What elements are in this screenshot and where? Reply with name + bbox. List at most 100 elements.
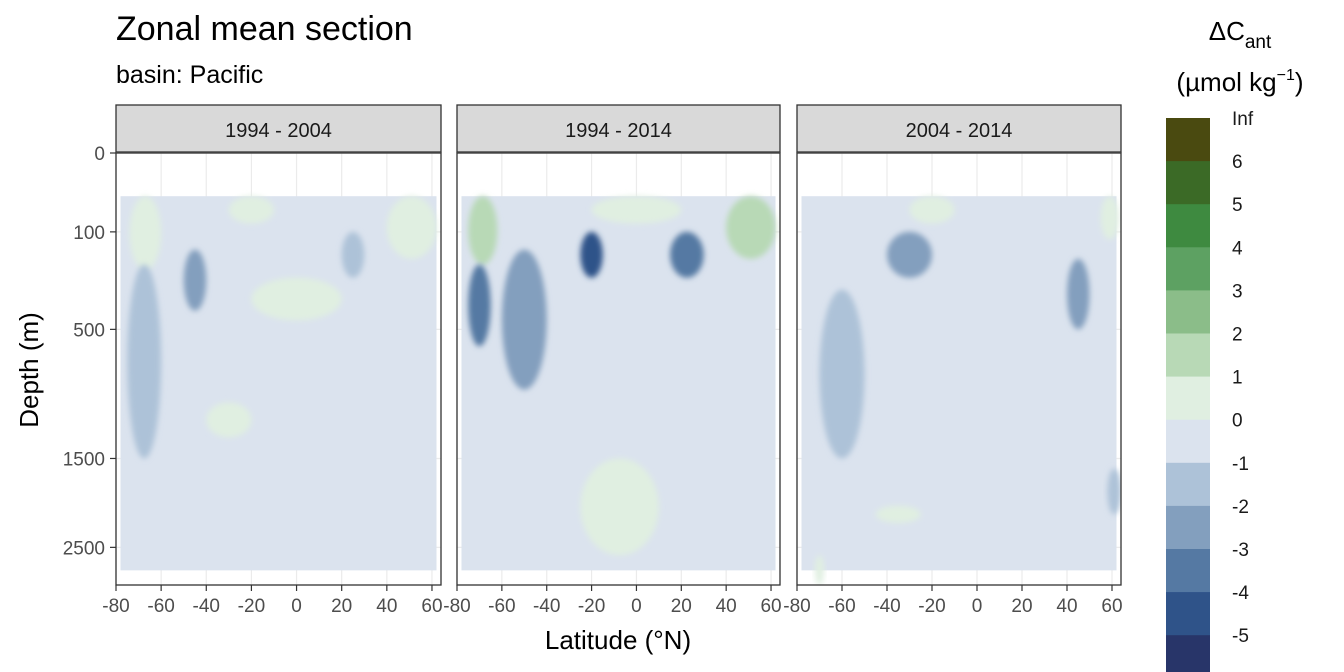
contour-field — [801, 196, 1121, 585]
legend-color-key — [1166, 333, 1210, 378]
chart-title: Zonal mean section — [116, 10, 413, 48]
facet-strip-label: 2004 - 2014 — [906, 120, 1013, 142]
legend-color-key — [1166, 635, 1210, 672]
facet-strip — [796, 104, 1122, 153]
legend-title-units-text: (µmol kg — [1176, 67, 1276, 97]
x-tick-label: -60 — [488, 596, 515, 617]
contour-blob-negative — [1107, 468, 1121, 515]
legend-color-key — [1166, 462, 1210, 507]
legend-color-key — [1166, 247, 1210, 291]
y-tick-label: 100 — [73, 223, 105, 244]
legend-title-close: ) — [1295, 67, 1304, 97]
contour-blob-negative — [468, 264, 491, 347]
contour-blob-positive — [1100, 196, 1119, 240]
legend-title-units: (µmol kg−1) — [1176, 67, 1303, 97]
y-tick-label: 2500 — [63, 538, 105, 559]
panel-border — [115, 152, 442, 586]
contour-blob-positive — [129, 196, 162, 270]
x-tick-label: 40 — [376, 596, 397, 617]
y-tick-label: 500 — [73, 320, 105, 341]
contour-blob-negative — [183, 249, 207, 311]
legend-break-label: -1 — [1232, 454, 1249, 475]
facet-strip — [456, 104, 781, 153]
legend-color-key — [1166, 376, 1210, 421]
legend-color-key — [1166, 505, 1210, 550]
contour-field — [120, 196, 437, 571]
x-tick-label: -40 — [533, 596, 560, 617]
x-tick-label: 0 — [972, 596, 983, 617]
y-axis-title: Depth (m) — [14, 312, 44, 428]
facet-strip — [115, 104, 442, 153]
contour-blob-positive — [909, 196, 955, 224]
legend-break-label: 0 — [1232, 411, 1243, 432]
x-tick-label: 60 — [1101, 596, 1122, 617]
chart-subtitle: basin: Pacific — [116, 61, 263, 89]
x-tick-label: 0 — [631, 596, 642, 617]
contour-blob-negative — [501, 249, 547, 390]
contour-blob-positive — [386, 196, 437, 259]
color-legend: ΔCant (µmol kg−1) Inf 6 5 4 3 2 1 0 -1 -2 -3 -4 -5 — [1166, 16, 1304, 672]
contour-blob-negative — [887, 231, 932, 278]
x-tick-label: 20 — [671, 596, 692, 617]
legend-color-key — [1166, 161, 1210, 205]
contour-blob-negative — [580, 231, 603, 278]
y-axis: 0 100 500 1500 2500 — [63, 144, 116, 559]
x-tick-label: 60 — [421, 596, 442, 617]
contour-blob-negative — [127, 264, 162, 459]
contour-blob-positive — [815, 555, 824, 585]
legend-break-label: 3 — [1232, 281, 1243, 302]
contour-blob-positive — [206, 402, 252, 438]
contour-base — [120, 196, 437, 571]
x-tick-label: 20 — [1011, 596, 1032, 617]
contour-blob-positive — [468, 196, 498, 265]
legend-break-label: 1 — [1232, 368, 1243, 389]
x-tick-label: -80 — [783, 596, 810, 617]
contour-blob-positive — [251, 277, 342, 321]
panel-border — [796, 152, 1122, 586]
x-tick-label: 20 — [331, 596, 352, 617]
x-tick-label: -80 — [102, 596, 129, 617]
legend-break-label: 5 — [1232, 195, 1243, 216]
contour-blob-positive — [591, 196, 682, 224]
contour-blob-negative — [670, 231, 704, 278]
x-tick-label: -20 — [238, 596, 265, 617]
x-axis-title: Latitude (°N) — [545, 625, 691, 655]
legend-color-key — [1166, 204, 1210, 248]
legend-break-label: -3 — [1232, 540, 1249, 561]
legend-break-label: Inf — [1232, 109, 1254, 130]
contour-blob-positive — [875, 505, 921, 523]
contour-blob-positive — [580, 458, 659, 556]
legend-color-key — [1166, 592, 1210, 636]
facet-strip-label: 1994 - 2014 — [565, 120, 672, 142]
legend-color-key — [1166, 419, 1210, 464]
contour-blob-positive — [726, 196, 776, 259]
legend-break-label: -5 — [1232, 626, 1249, 647]
legend-color-key — [1166, 290, 1210, 334]
x-tick-label: -60 — [828, 596, 855, 617]
contour-blob-negative — [819, 289, 865, 459]
legend-color-key — [1166, 549, 1210, 593]
panel-border — [456, 152, 781, 586]
contour-blob-negative — [341, 231, 365, 278]
y-tick-label: 1500 — [63, 449, 105, 470]
x-tick-label: 40 — [716, 596, 737, 617]
facet-panel: 1994 - 2014 -80 -60 -40 -20 0 20 40 60 — [443, 104, 782, 617]
x-tick-label: -80 — [443, 596, 470, 617]
legend-title-main: ΔCant — [1209, 16, 1272, 53]
facet-panel: 1994 - 2004 -80 -60 -40 -20 0 20 40 60 — [102, 104, 443, 617]
legend-title-subscript: ant — [1245, 32, 1272, 53]
x-tick-label: -20 — [578, 596, 605, 617]
x-tick-label: 60 — [760, 596, 781, 617]
legend-break-label: 6 — [1232, 152, 1243, 173]
x-tick-label: -60 — [147, 596, 174, 617]
facet-panel: 2004 - 2014 -80 -60 -40 -20 0 20 40 60 — [783, 104, 1123, 617]
x-tick-label: -40 — [873, 596, 900, 617]
legend-title-delta-c: ΔC — [1209, 16, 1245, 46]
x-tick-label: -40 — [193, 596, 220, 617]
legend-color-key — [1166, 118, 1210, 162]
legend-title-exponent: −1 — [1277, 67, 1295, 84]
y-tick-label: 0 — [94, 144, 105, 165]
legend-break-label: 2 — [1232, 325, 1243, 346]
